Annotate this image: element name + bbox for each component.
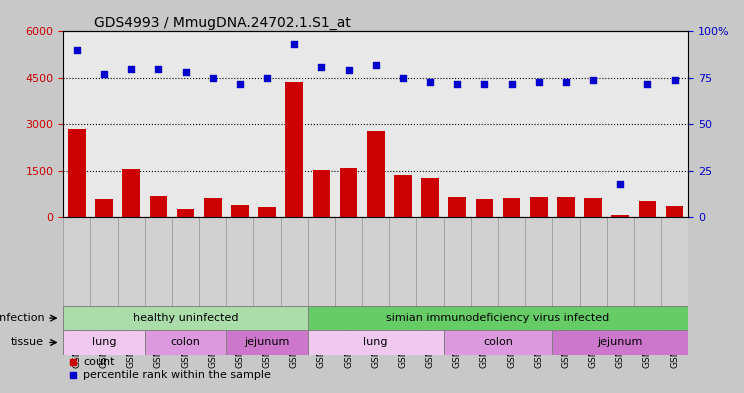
Text: simian immunodeficiency virus infected: simian immunodeficiency virus infected [386,313,609,323]
Point [125,66,137,72]
Bar [584,198,602,217]
Text: healthy uninfected: healthy uninfected [132,313,238,323]
Bar [421,178,439,217]
Bar [475,199,493,217]
Point [71,47,83,53]
Text: lung: lung [364,338,388,347]
Point [98,71,110,77]
Point [506,80,518,86]
Bar [308,306,688,330]
Text: jejunum: jejunum [244,338,289,347]
Bar [145,330,226,354]
Bar [449,197,466,217]
Bar [312,170,330,217]
Bar [612,215,629,217]
Point [153,66,164,72]
Bar [340,169,357,217]
Text: tissue: tissue [11,338,44,347]
Point [342,67,354,73]
Point [641,80,653,86]
Bar [204,198,222,217]
Bar [530,197,548,217]
Bar [552,330,688,354]
Point [288,41,300,48]
Bar [226,330,308,354]
Point [315,64,327,70]
Text: colon: colon [483,338,513,347]
Text: GDS4993 / MmugDNA.24702.1.S1_at: GDS4993 / MmugDNA.24702.1.S1_at [94,17,351,30]
Bar [443,330,552,354]
Text: count: count [83,357,115,367]
Bar [150,196,167,217]
Text: lung: lung [92,338,116,347]
Point [669,77,681,83]
Point [615,181,626,187]
Bar [394,175,411,217]
Point [587,77,599,83]
Point [560,79,572,85]
Point [179,69,191,75]
Bar [68,129,86,217]
Bar [63,306,308,330]
Point [261,75,273,81]
Bar [503,198,520,217]
Text: infection: infection [0,313,44,323]
Point [452,80,464,86]
Point [207,75,219,81]
Point [234,80,246,86]
Bar [231,205,248,217]
Bar [638,200,656,217]
Bar [367,131,385,217]
Bar [286,82,303,217]
Bar [666,206,684,217]
Bar [308,330,443,354]
Bar [258,207,276,217]
Point [533,79,545,85]
Bar [95,199,113,217]
Point [397,75,409,81]
Bar [122,169,140,217]
Bar [557,197,575,217]
Point [370,62,382,68]
Point [478,80,490,86]
Point [424,79,436,85]
Bar [63,330,145,354]
Text: percentile rank within the sample: percentile rank within the sample [83,370,271,380]
Text: jejunum: jejunum [597,338,643,347]
Bar [176,209,194,217]
Text: colon: colon [170,338,200,347]
